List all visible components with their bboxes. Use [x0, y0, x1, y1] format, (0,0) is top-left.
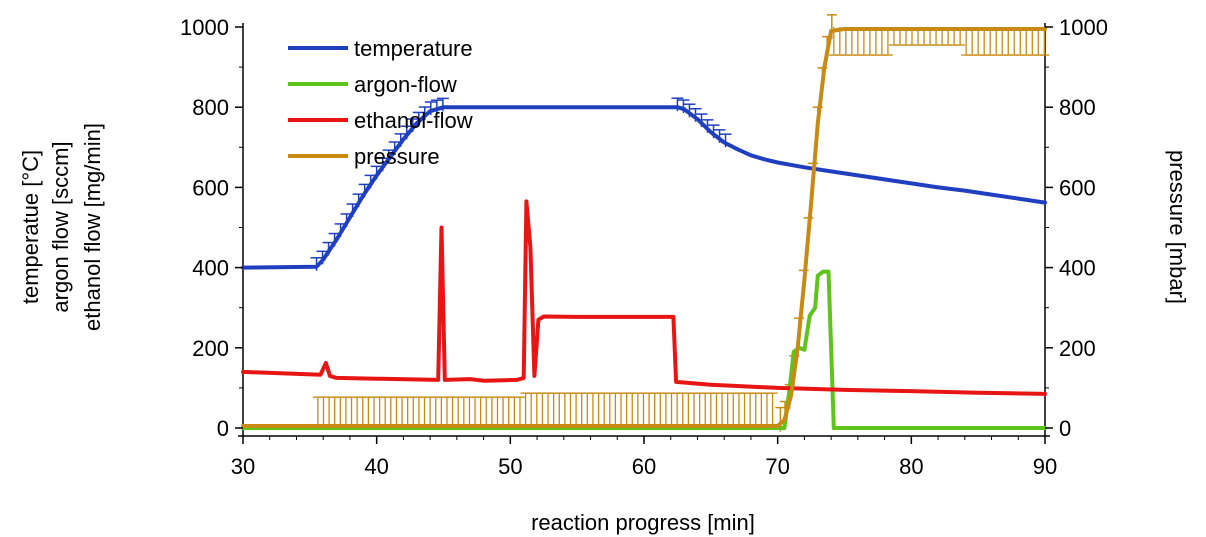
x-tick-label: 50 — [498, 454, 522, 479]
x-tick-label: 90 — [1033, 454, 1057, 479]
y-right-tick-label: 1000 — [1059, 15, 1108, 40]
series-line-argon-flow — [241, 269, 1047, 430]
y-right-tick-label: 400 — [1059, 256, 1096, 281]
x-tick-label: 40 — [364, 454, 388, 479]
y-left-tick-label: 600 — [192, 175, 229, 200]
y-axis-right: 0 200 400 600 800 1000 — [1045, 15, 1108, 441]
y-right-tick-label: 200 — [1059, 336, 1096, 361]
x-tick-label: 30 — [231, 454, 255, 479]
y-right-tick-label: 0 — [1059, 416, 1071, 441]
series-line-pressure — [241, 27, 1047, 428]
x-tick-label: 80 — [899, 454, 923, 479]
y-axis-left-title-line-1: temperatue [°C] — [18, 150, 43, 304]
legend-label-pressure: pressure — [354, 144, 440, 169]
y-left-tick-label: 1000 — [180, 15, 229, 40]
series-line-temperature — [241, 105, 1047, 270]
legend: temperature argon-flow ethanol-flow pressur… — [288, 36, 473, 169]
legend-label-argon-flow: argon-flow — [354, 72, 457, 97]
x-axis: 30 40 50 60 70 80 90 — [231, 436, 1057, 479]
y-left-tick-label: 400 — [192, 256, 229, 281]
y-left-tick-label: 800 — [192, 95, 229, 120]
x-axis-title: reaction progress [min] — [531, 510, 755, 535]
y-axis-right-title: pressure [mbar] — [1165, 150, 1190, 304]
legend-label-ethanol-flow: ethanol-flow — [354, 108, 473, 133]
x-tick-label: 70 — [765, 454, 789, 479]
y-right-tick-label: 800 — [1059, 95, 1096, 120]
y-left-tick-label: 0 — [217, 416, 229, 441]
x-tick-label: 60 — [632, 454, 656, 479]
y-axis-left: 0 200 400 600 800 1000 — [180, 15, 243, 441]
y-axis-left-title: temperatue [°C] argon flow [sccm] ethano… — [18, 123, 105, 331]
y-axis-left-title-line-2: argon flow [sccm] — [48, 141, 73, 312]
series-line-ethanol-flow — [241, 199, 1047, 396]
legend-label-temperature: temperature — [354, 36, 473, 61]
series-lines — [241, 27, 1047, 430]
y-left-tick-label: 200 — [192, 336, 229, 361]
y-right-tick-label: 600 — [1059, 175, 1096, 200]
y-axis-left-title-line-3: ethanol flow [mg/min] — [80, 123, 105, 331]
